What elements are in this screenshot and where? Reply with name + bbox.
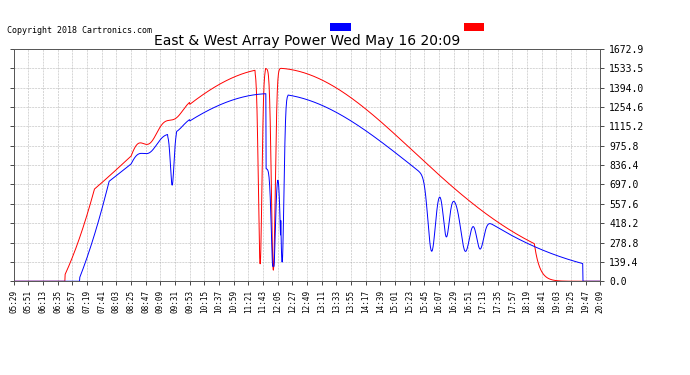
Title: East & West Array Power Wed May 16 20:09: East & West Array Power Wed May 16 20:09 xyxy=(154,34,460,48)
Legend: East Array  (DC Watts), West Array  (DC Watts): East Array (DC Watts), West Array (DC Wa… xyxy=(331,23,596,32)
Text: Copyright 2018 Cartronics.com: Copyright 2018 Cartronics.com xyxy=(7,26,152,35)
